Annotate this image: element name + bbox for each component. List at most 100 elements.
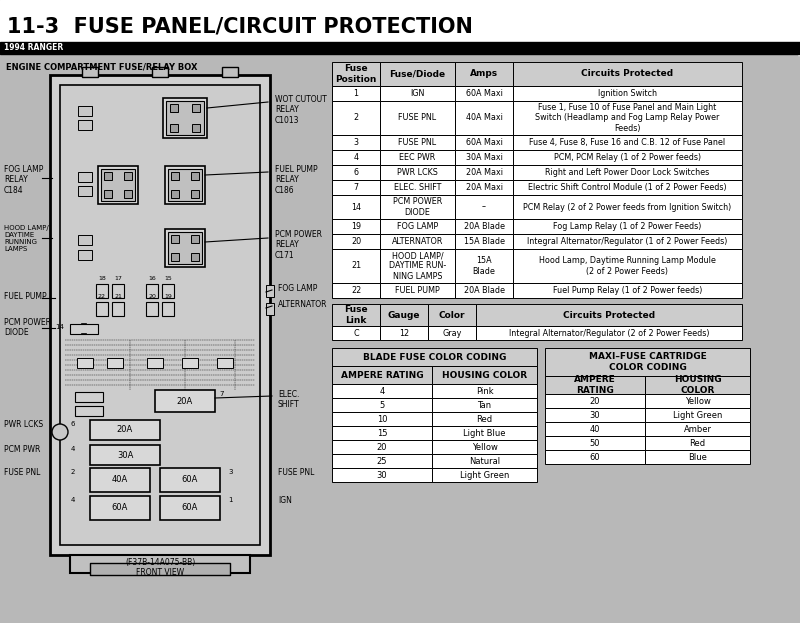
Text: PCM POWER
RELAY
C171: PCM POWER RELAY C171 — [275, 230, 322, 260]
Text: 50: 50 — [590, 439, 600, 447]
Text: BLADE FUSE COLOR CODING: BLADE FUSE COLOR CODING — [363, 353, 506, 361]
Text: HOOD LAMP/
DAYTIME
RUNNING
LAMPS: HOOD LAMP/ DAYTIME RUNNING LAMPS — [4, 225, 49, 252]
Bar — [60, 85, 260, 545]
Bar — [332, 412, 432, 426]
Bar — [513, 180, 742, 195]
Bar — [98, 166, 138, 204]
Text: 30: 30 — [377, 470, 387, 480]
Bar — [455, 62, 513, 86]
Bar — [75, 406, 103, 416]
Text: 20: 20 — [148, 294, 156, 299]
Bar — [332, 348, 537, 366]
Bar — [332, 398, 432, 412]
Bar — [101, 169, 135, 201]
Bar — [104, 190, 112, 198]
Text: Fog Lamp Relay (1 of 2 Power Feeds): Fog Lamp Relay (1 of 2 Power Feeds) — [554, 222, 702, 231]
Text: 2: 2 — [354, 113, 358, 123]
Bar — [160, 468, 220, 492]
Bar — [380, 283, 455, 298]
Text: 12: 12 — [399, 328, 409, 338]
Bar — [432, 398, 537, 412]
Text: 6: 6 — [354, 168, 358, 177]
Bar — [380, 234, 455, 249]
Bar — [645, 408, 750, 422]
Text: IGN: IGN — [410, 89, 425, 98]
Bar — [332, 180, 380, 195]
Bar — [191, 235, 199, 243]
Text: EEC PWR: EEC PWR — [399, 153, 436, 162]
Text: 4: 4 — [70, 446, 75, 452]
Bar — [545, 422, 645, 436]
Bar — [455, 135, 513, 150]
Bar — [96, 284, 108, 298]
Bar — [160, 496, 220, 520]
Bar — [513, 135, 742, 150]
Text: 21: 21 — [351, 262, 361, 270]
Bar — [112, 284, 124, 298]
Text: 20A: 20A — [177, 396, 193, 406]
Bar — [82, 67, 98, 77]
Text: PCM Relay (2 of 2 Power feeds from Ignition Switch): PCM Relay (2 of 2 Power feeds from Ignit… — [523, 202, 732, 211]
Bar — [332, 468, 432, 482]
Bar — [332, 219, 380, 234]
Bar — [78, 250, 92, 260]
Text: Amps: Amps — [470, 70, 498, 78]
Text: 14: 14 — [351, 202, 361, 211]
Text: HOUSING COLOR: HOUSING COLOR — [442, 371, 527, 379]
Bar — [0, 42, 800, 54]
Text: 6: 6 — [70, 421, 75, 427]
Text: 20A Maxi: 20A Maxi — [466, 183, 502, 192]
Text: C: C — [353, 328, 359, 338]
Bar — [432, 412, 537, 426]
Text: 19: 19 — [351, 222, 361, 231]
Bar — [107, 358, 123, 368]
Text: 11-3  FUSE PANEL/CIRCUIT PROTECTION: 11-3 FUSE PANEL/CIRCUIT PROTECTION — [7, 16, 473, 36]
Bar — [78, 172, 92, 182]
Bar — [332, 195, 380, 219]
Text: 15: 15 — [164, 276, 172, 281]
Text: FOG LAMP: FOG LAMP — [397, 222, 438, 231]
Text: 60A Maxi: 60A Maxi — [466, 89, 502, 98]
Bar — [165, 166, 205, 204]
Bar — [432, 440, 537, 454]
Bar — [332, 234, 380, 249]
Bar — [455, 101, 513, 135]
Text: 1: 1 — [228, 497, 233, 503]
Bar — [191, 172, 199, 180]
Text: AMPERE RATING: AMPERE RATING — [341, 371, 423, 379]
Bar — [192, 104, 200, 112]
Bar — [78, 186, 92, 196]
Bar — [645, 450, 750, 464]
Bar — [163, 98, 207, 138]
Text: 1: 1 — [354, 89, 358, 98]
Bar — [545, 348, 750, 376]
Text: –: – — [482, 202, 486, 211]
Text: ALTERNATOR: ALTERNATOR — [392, 237, 443, 246]
Bar — [104, 172, 112, 180]
Bar — [170, 104, 178, 112]
Text: Red: Red — [477, 414, 493, 424]
Text: 14: 14 — [55, 324, 65, 330]
Bar — [428, 326, 476, 340]
Bar — [77, 358, 93, 368]
Bar — [332, 283, 380, 298]
Bar — [380, 249, 455, 283]
Text: PCM POWER
DIODE: PCM POWER DIODE — [393, 197, 442, 217]
Bar — [217, 358, 233, 368]
Bar — [112, 302, 124, 316]
Text: Blue: Blue — [688, 452, 707, 462]
Text: HOUSING
COLOR: HOUSING COLOR — [674, 375, 722, 395]
Bar — [171, 235, 179, 243]
Text: 60A: 60A — [182, 503, 198, 513]
Bar — [455, 165, 513, 180]
Bar — [513, 195, 742, 219]
Text: Red: Red — [690, 439, 706, 447]
Text: 20: 20 — [351, 237, 361, 246]
Text: 18: 18 — [98, 276, 106, 281]
Text: 20A Maxi: 20A Maxi — [466, 168, 502, 177]
Bar — [455, 234, 513, 249]
Text: PCM PWR: PCM PWR — [4, 445, 40, 454]
Bar — [455, 180, 513, 195]
Bar — [332, 384, 432, 398]
Text: Fuse
Link: Fuse Link — [344, 305, 368, 325]
